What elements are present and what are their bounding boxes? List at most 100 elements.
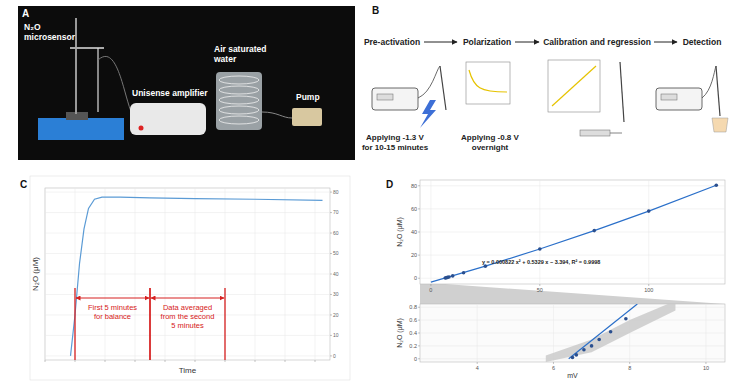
annotation-text: from the second bbox=[161, 312, 215, 321]
amplifier-button bbox=[139, 126, 144, 131]
tube-coil bbox=[219, 86, 259, 94]
tick-label: 60 bbox=[411, 206, 417, 212]
tick-label: 100 bbox=[644, 287, 653, 293]
stand-rod bbox=[75, 18, 77, 114]
tick-label: 6 bbox=[552, 365, 555, 371]
device-icon bbox=[656, 88, 702, 110]
data-point bbox=[590, 344, 594, 348]
confidence-band bbox=[546, 304, 676, 362]
syringe bbox=[580, 130, 610, 136]
tick-mark bbox=[418, 320, 420, 321]
tick-label: 0.2 bbox=[409, 343, 417, 349]
tick-mark bbox=[418, 333, 420, 334]
grid-line bbox=[45, 355, 330, 356]
data-point bbox=[647, 209, 651, 213]
tick-label: 40 bbox=[411, 229, 417, 235]
data-point bbox=[582, 348, 586, 352]
probe-cable bbox=[418, 66, 440, 98]
grid-line bbox=[45, 335, 330, 336]
annotation-arrow bbox=[76, 298, 149, 299]
annotation-text: y = 0.000822 x² + 0.5329 x − 3.394, R² =… bbox=[482, 259, 600, 265]
device-display bbox=[377, 94, 393, 100]
grid-line bbox=[45, 253, 330, 254]
step-note: overnight bbox=[472, 143, 509, 152]
chart: 01020304050607080TimeN₂O (μM)First 5 min… bbox=[31, 188, 339, 375]
panel-frame bbox=[30, 176, 350, 380]
grid-line bbox=[420, 307, 725, 308]
grid-line bbox=[420, 320, 725, 321]
tick-mark bbox=[75, 360, 76, 362]
figure: N₂OmicrosensorUnisense amplifierAir satu… bbox=[0, 0, 734, 386]
tick-mark bbox=[315, 360, 316, 362]
mini-plot bbox=[548, 60, 600, 112]
panel-label: A bbox=[22, 8, 29, 19]
grid-line bbox=[45, 192, 330, 193]
tube-coil bbox=[219, 116, 259, 124]
tick-label: 0.4 bbox=[409, 330, 417, 336]
step-title: Detection bbox=[683, 37, 722, 47]
tick-label: 40 bbox=[333, 271, 339, 277]
mini-line bbox=[552, 66, 596, 106]
data-point bbox=[714, 183, 718, 187]
data-point bbox=[571, 356, 575, 360]
cable bbox=[98, 56, 135, 118]
data-point bbox=[451, 274, 455, 278]
mini-plot bbox=[466, 62, 510, 104]
tick-mark bbox=[135, 360, 136, 362]
data-line bbox=[431, 185, 716, 282]
tick-mark bbox=[330, 253, 332, 254]
probe bbox=[620, 62, 624, 122]
tube-coil bbox=[219, 96, 259, 104]
grid-line bbox=[420, 185, 725, 186]
tick-mark bbox=[418, 278, 420, 279]
tick-label: 4 bbox=[476, 365, 479, 371]
tick-mark bbox=[418, 255, 420, 256]
tick-label: 20 bbox=[411, 252, 417, 258]
data-point bbox=[447, 275, 451, 279]
step-title: Calibration and regression bbox=[543, 37, 651, 47]
sample-vial bbox=[712, 118, 728, 132]
grid-line bbox=[45, 274, 330, 275]
tick-mark bbox=[330, 335, 332, 336]
tick-mark bbox=[285, 360, 286, 362]
axis-label: N₂O (μM) bbox=[396, 318, 404, 348]
data-point bbox=[592, 229, 596, 233]
tick-label: 20 bbox=[333, 312, 339, 318]
tick-label: 70 bbox=[333, 209, 339, 215]
flow-arrow bbox=[654, 42, 677, 43]
probe-cable bbox=[702, 66, 716, 98]
grid-line bbox=[420, 232, 725, 233]
chart: 050100020406080N₂O (μM)y = 0.000822 x² +… bbox=[396, 180, 725, 293]
grid-line bbox=[420, 255, 725, 256]
annotation-boundary bbox=[224, 288, 225, 360]
device-display bbox=[661, 94, 677, 100]
photo-label: Air saturated bbox=[214, 44, 266, 54]
plot-frame bbox=[45, 188, 330, 360]
mini-curve bbox=[469, 70, 507, 92]
grid-line bbox=[420, 333, 725, 334]
zoom-connector bbox=[420, 284, 725, 304]
step-title: Polarization bbox=[463, 37, 511, 47]
annotation-boundary bbox=[149, 288, 150, 360]
tick-label: 60 bbox=[333, 230, 339, 236]
grid-line bbox=[420, 208, 725, 209]
panel-a: N₂OmicrosensorUnisense amplifierAir satu… bbox=[18, 6, 355, 160]
data-line bbox=[71, 197, 323, 356]
tick-label: 10 bbox=[333, 332, 339, 338]
water-bottle bbox=[216, 72, 262, 130]
sensor bbox=[97, 48, 98, 112]
tick-mark bbox=[418, 232, 420, 233]
flow-arrow bbox=[424, 42, 457, 43]
step-note: Applying -1.3 V bbox=[366, 133, 424, 142]
photo-label: Unisense amplifier bbox=[132, 88, 208, 98]
data-layer bbox=[431, 183, 718, 282]
data-point bbox=[575, 353, 579, 357]
tick-label: 50 bbox=[333, 250, 339, 256]
tick-label: 8 bbox=[628, 365, 631, 371]
annotation-text: First 5 minutes bbox=[88, 303, 137, 312]
data-layer bbox=[546, 304, 676, 362]
tick-label: 0.6 bbox=[409, 317, 417, 323]
tick-mark bbox=[418, 185, 420, 186]
tick-label: 0 bbox=[414, 275, 417, 281]
panel-label: B bbox=[372, 5, 379, 16]
